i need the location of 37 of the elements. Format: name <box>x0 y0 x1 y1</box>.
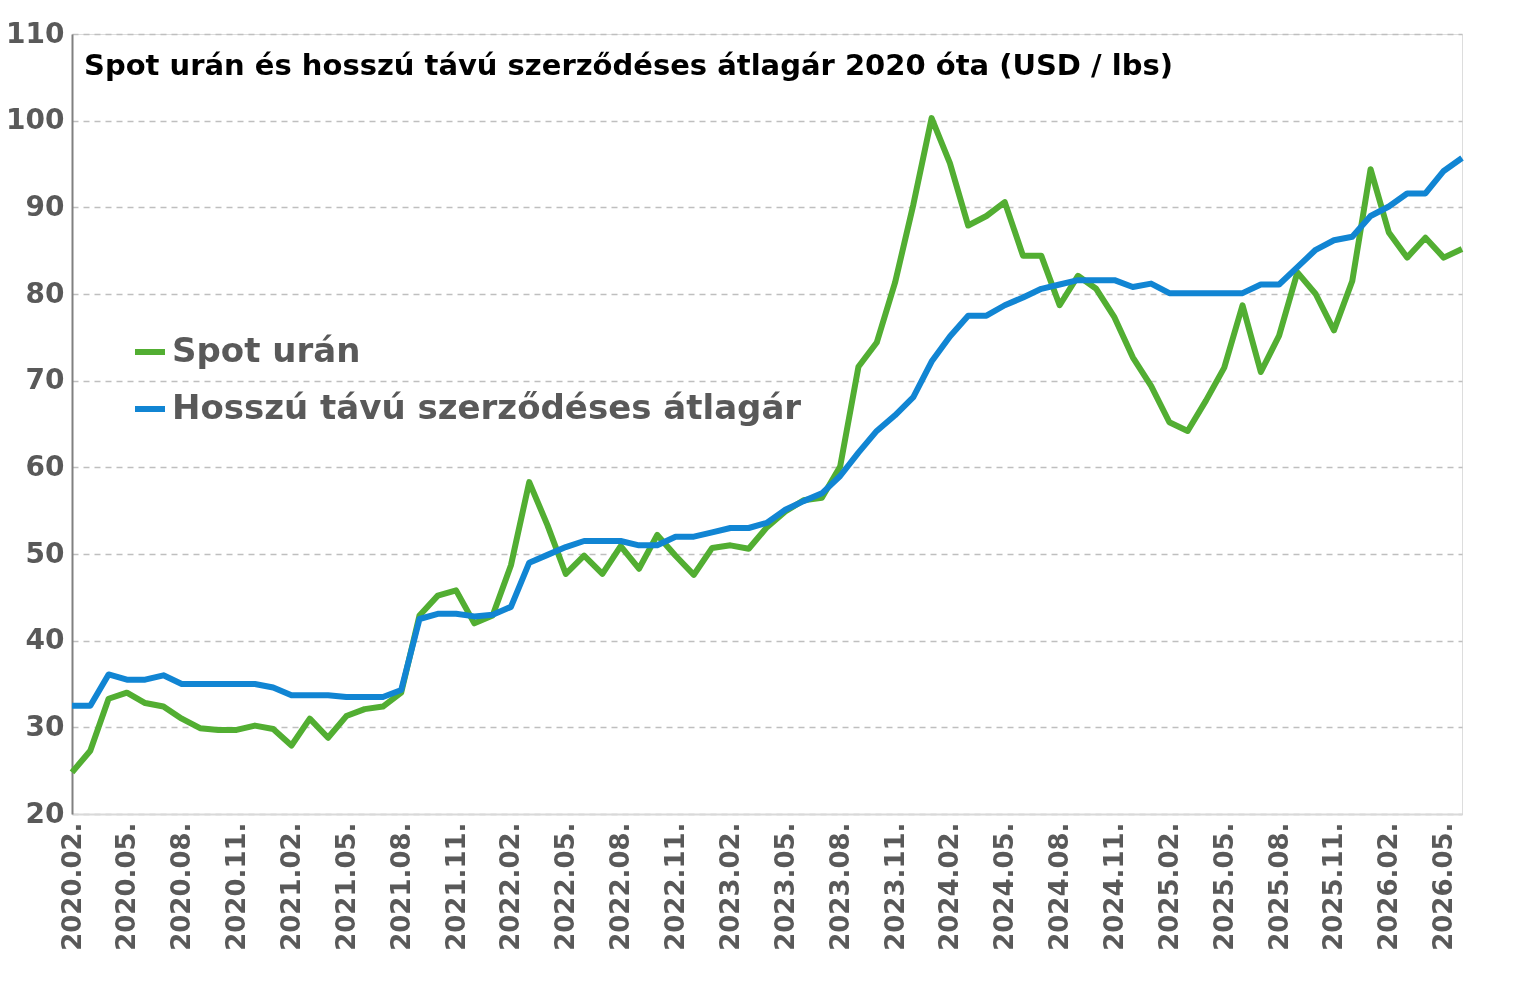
y-tick-label: 90 <box>25 189 65 223</box>
x-tick-label: 2021.05. <box>330 822 361 951</box>
x-tick-label: 2022.02. <box>495 822 526 951</box>
x-tick-label: 2021.08. <box>385 822 416 951</box>
y-tick-label: 100 <box>6 103 65 137</box>
x-tick-label: 2020.11. <box>221 822 252 951</box>
x-tick-label: 2026.02. <box>1373 822 1404 951</box>
x-tick-label: 2020.05. <box>111 822 142 951</box>
x-tick-label: 2024.02. <box>934 822 965 951</box>
x-tick-label: 2025.11. <box>1318 822 1349 951</box>
legend-label: Hosszú távú szerződéses átlagár <box>172 387 802 427</box>
y-tick-label: 50 <box>25 536 65 570</box>
x-tick-label: 2020.08. <box>166 822 197 951</box>
x-tick-label: 2025.02. <box>1153 822 1184 951</box>
x-tick-label: 2026.05. <box>1428 822 1459 951</box>
x-tick-label: 2023.05. <box>769 822 800 951</box>
x-tick-label: 2022.05. <box>550 822 581 951</box>
x-tick-label: 2023.02. <box>714 822 745 951</box>
y-tick-label: 80 <box>25 276 65 310</box>
x-tick-label: 2024.08. <box>1044 822 1075 951</box>
y-tick-label: 40 <box>25 623 65 657</box>
legend-label: Spot urán <box>172 330 361 370</box>
x-tick-label: 2023.11. <box>879 822 910 951</box>
x-tick-label: 2024.11. <box>1099 822 1129 951</box>
x-tick-label: 2022.08. <box>605 822 636 951</box>
x-tick-label: 2024.05. <box>989 822 1020 951</box>
x-tick-label: 2025.05. <box>1208 822 1239 951</box>
x-tick-label: 2021.11. <box>440 822 471 951</box>
y-tick-label: 110 <box>6 16 65 50</box>
x-tick-label: 2021.02. <box>275 822 306 951</box>
x-tick-label: 2025.08. <box>1263 822 1294 951</box>
y-tick-label: 70 <box>25 363 65 397</box>
text: Spot urán és hosszú távú szerződéses átlagár 2020 óta (USD / lbs) <box>84 48 1173 82</box>
x-tick-label: 2022.11. <box>660 822 691 951</box>
x-tick-label: 2023.08. <box>824 822 855 951</box>
y-tick-label: 30 <box>25 709 65 743</box>
y-tick-label: 60 <box>25 449 65 483</box>
